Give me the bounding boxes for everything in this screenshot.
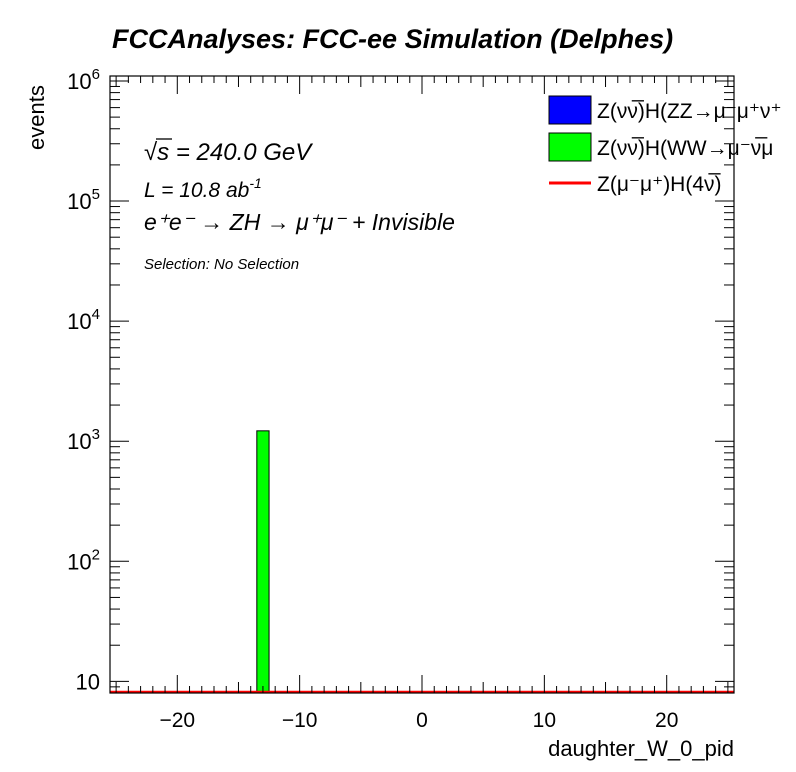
svg-text:√s = 240.0 GeV: √s = 240.0 GeV — [144, 139, 313, 166]
energy-text: = 240.0 GeV — [169, 139, 313, 166]
x-tick-label: 10 — [533, 709, 556, 732]
legend-label-2: Z(μ⁻μ⁺)H(4ν̅) — [597, 173, 722, 196]
chart-title: FCCAnalyses: FCC-ee Simulation (Delphes) — [112, 24, 673, 54]
bar-series1-bin0 — [256, 430, 270, 694]
sqrt-symbol: √ — [144, 139, 158, 166]
lumi-text: L = 10.8 ab — [144, 179, 250, 202]
energy-annotation: √s = 240.0 GeV — [144, 138, 313, 166]
y-tick-label: 103 — [67, 426, 100, 454]
x-tick-label: −10 — [282, 709, 318, 732]
x-ticks: −20 −10 0 10 20 — [115, 76, 729, 732]
x-tick-label: 0 — [416, 709, 428, 732]
y-ticks: 10 102 103 104 105 106 — [67, 66, 734, 694]
legend: Z(νν̅)H(ZZ→μ⁻μ⁺ν⁺ Z(νν̅)H(WW→μ⁻ν̅μ Z(μ⁻μ⁺)… — [548, 95, 782, 196]
legend-swatch-1 — [548, 132, 592, 162]
legend-label-1: Z(νν̅)H(WW→μ⁻ν̅μ — [597, 137, 773, 160]
lumi-exp: -1 — [249, 175, 261, 191]
y-tick-label: 10 — [76, 669, 100, 694]
x-axis-label: daughter_W_0_pid — [548, 736, 734, 761]
y-tick-label: 105 — [67, 186, 100, 214]
legend-swatch-0 — [548, 95, 592, 125]
sqrt-s-var: s — [157, 139, 169, 166]
bars-layer — [256, 430, 270, 694]
x-tick-label: 20 — [655, 709, 678, 732]
selection-annotation: Selection: No Selection — [144, 256, 299, 273]
legend-label-0: Z(νν̅)H(ZZ→μ⁻μ⁺ν⁺ — [597, 100, 782, 123]
y-axis-label: events — [24, 85, 49, 150]
lumi-annotation: L = 10.8 ab-1 — [144, 175, 262, 202]
y-tick-label: 102 — [67, 546, 100, 574]
plot-frame — [109, 75, 735, 694]
y-tick-label: 104 — [67, 306, 100, 334]
process-annotation: e⁺e⁻ → ZH → μ⁺μ⁻ + Invisible — [144, 209, 455, 235]
x-tick-label: −20 — [159, 709, 195, 732]
y-tick-label: 106 — [67, 66, 100, 94]
